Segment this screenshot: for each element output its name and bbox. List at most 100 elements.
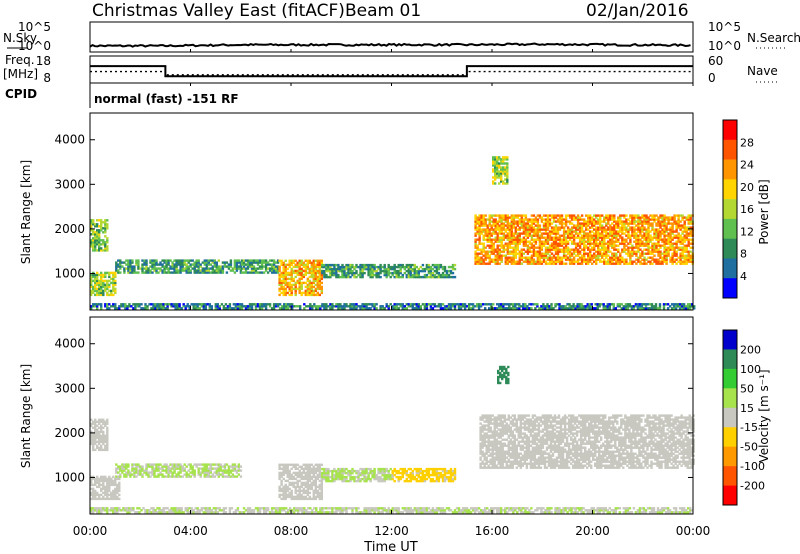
heatmap-cell	[550, 214, 554, 217]
heatmap-cell	[205, 465, 208, 468]
heatmap-cell	[391, 307, 394, 310]
heatmap-cell	[631, 230, 634, 233]
heatmap-cell	[106, 249, 109, 252]
heatmap-cell	[595, 234, 598, 237]
heatmap-cell	[683, 240, 686, 243]
heatmap-cell	[609, 240, 612, 243]
heatmap-cell	[262, 265, 266, 268]
heatmap-cell	[500, 224, 503, 227]
heatmap-cell	[417, 269, 420, 273]
heatmap-cell	[421, 267, 425, 271]
heatmap-cell	[123, 469, 126, 472]
heatmap-cell	[540, 248, 544, 251]
heatmap-cell	[532, 220, 536, 223]
heatmap-cell	[327, 267, 330, 271]
heatmap-cell	[169, 271, 172, 274]
heatmap-cell	[94, 239, 97, 242]
heatmap-cell	[538, 240, 542, 243]
heatmap-cell	[359, 271, 362, 275]
heatmap-cell	[552, 228, 556, 231]
heatmap-cell	[625, 262, 628, 265]
heatmap-cell	[123, 473, 126, 476]
heatmap-cell	[589, 252, 592, 255]
heatmap-cell	[494, 307, 497, 310]
heatmap-cell	[118, 489, 121, 493]
heatmap-cell	[592, 307, 595, 310]
heatmap-cell	[321, 467, 324, 471]
heatmap-cell	[665, 234, 668, 237]
heatmap-cell	[482, 220, 485, 223]
heatmap-cell	[276, 265, 280, 268]
heatmap-cell	[649, 250, 652, 253]
heatmap-cell	[615, 238, 618, 241]
heatmap-cell	[665, 238, 668, 241]
heatmap-cell	[568, 216, 572, 219]
heatmap-cell	[640, 305, 644, 308]
heatmap-cell	[304, 481, 307, 485]
heatmap-cell	[634, 305, 638, 308]
heatmap-cell	[637, 214, 640, 217]
heatmap-cell	[653, 250, 656, 253]
heatmap-cell	[278, 475, 281, 479]
heatmap-cell	[395, 303, 398, 306]
colorbar-tick-label: 8	[740, 248, 747, 261]
heatmap-cell	[123, 269, 126, 272]
heatmap-cell	[546, 248, 550, 251]
heatmap-cell	[294, 497, 297, 501]
heatmap-cell	[133, 265, 136, 268]
heatmap-cell	[580, 224, 584, 227]
heatmap-cell	[318, 469, 321, 473]
heatmap-cell	[595, 262, 598, 265]
heatmap-cell	[124, 305, 127, 308]
heatmap-cell	[689, 260, 692, 263]
heatmap-cell	[282, 491, 285, 495]
heatmap-cell	[417, 305, 420, 308]
heatmap-cell	[518, 240, 521, 243]
heatmap-cell	[520, 216, 523, 219]
heatmap-cell	[313, 305, 316, 308]
heatmap-cell	[100, 428, 103, 431]
heatmap-cell	[210, 307, 213, 310]
heatmap-cell	[502, 305, 505, 308]
heatmap-cell	[498, 156, 501, 159]
heatmap-cell	[564, 236, 568, 239]
heatmap-cell	[94, 283, 97, 287]
heatmap-cell	[327, 263, 330, 267]
heatmap-cell	[589, 240, 592, 243]
heatmap-cell	[558, 234, 562, 237]
heatmap-cell	[492, 258, 495, 261]
heatmap-cell	[108, 481, 111, 485]
heatmap-cell	[673, 218, 676, 221]
heatmap-cell	[199, 475, 202, 478]
heatmap-cell	[179, 263, 182, 266]
heatmap-cell	[593, 244, 596, 247]
heatmap-cell	[486, 224, 489, 227]
heatmap-cell	[343, 307, 346, 310]
heatmap-cell	[92, 223, 95, 226]
heatmap-cell	[298, 495, 301, 499]
heatmap-cell	[306, 485, 309, 489]
heatmap-cell	[155, 475, 158, 478]
heatmap-cell	[597, 238, 600, 241]
nsky-series-line	[89, 42, 691, 48]
heatmap-cell	[359, 269, 362, 273]
heatmap-cell	[278, 287, 281, 291]
heatmap-cell	[345, 305, 348, 308]
heatmap-cell	[163, 475, 166, 478]
heatmap-cell	[343, 271, 346, 275]
heatmap-cell	[252, 267, 256, 270]
heatmap-cell	[333, 271, 336, 275]
heatmap-cell	[349, 269, 352, 273]
heatmap-cell	[314, 471, 317, 475]
heatmap-cell	[283, 305, 286, 308]
heatmap-cell	[534, 240, 538, 243]
heatmap-cell	[655, 258, 658, 261]
heatmap-cell	[393, 271, 396, 275]
heatmap-cell	[325, 275, 328, 279]
heatmap-cell	[646, 303, 650, 306]
heatmap-cell	[506, 166, 509, 169]
heatmap-cell	[235, 261, 239, 264]
heatmap-cell	[415, 305, 418, 308]
heatmap-cell	[576, 252, 580, 255]
heatmap-cell	[597, 258, 600, 261]
